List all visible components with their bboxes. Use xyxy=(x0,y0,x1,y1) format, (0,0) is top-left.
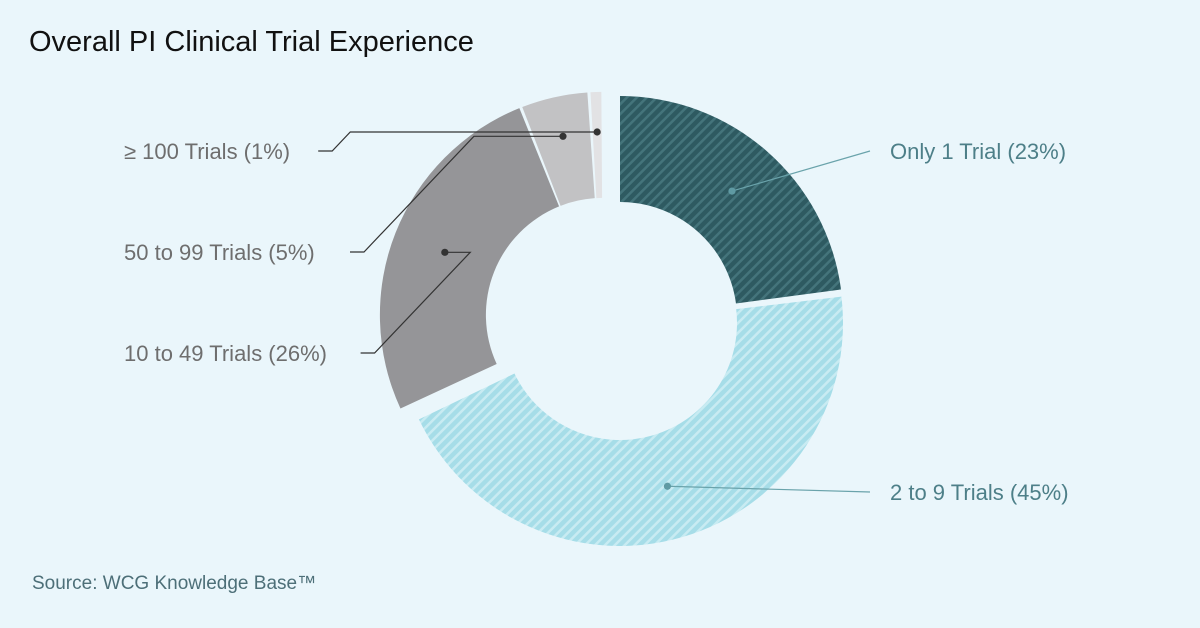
donut-slice-1 xyxy=(620,96,842,304)
leader-line-4 xyxy=(350,135,563,253)
slice-label-4: 50 to 99 Trials (5%) xyxy=(124,240,315,265)
donut-slice-3 xyxy=(379,108,560,409)
chart-title: Overall PI Clinical Trial Experience xyxy=(29,26,474,58)
leader-dot-4 xyxy=(559,132,567,140)
donut-slice-4 xyxy=(522,92,595,206)
leader-dot-3 xyxy=(441,248,449,256)
leader-line-5 xyxy=(318,131,598,152)
leader-line-1 xyxy=(731,150,871,192)
leader-dot-5 xyxy=(593,128,601,136)
donut-slice-2 xyxy=(418,296,844,547)
slice-label-5: ≥ 100 Trials (1%) xyxy=(124,139,290,164)
leader-line-3 xyxy=(360,251,472,354)
slice-label-3: 10 to 49 Trials (26%) xyxy=(124,341,327,366)
slice-label-1: Only 1 Trial (23%) xyxy=(890,139,1066,164)
leader-dot-1 xyxy=(728,187,736,195)
leader-line-2 xyxy=(667,485,871,493)
donut-slice-5 xyxy=(590,91,603,199)
leader-dot-2 xyxy=(663,482,672,490)
slice-label-2: 2 to 9 Trials (45%) xyxy=(890,480,1069,505)
source-note: Source: WCG Knowledge Base™ xyxy=(32,573,317,594)
